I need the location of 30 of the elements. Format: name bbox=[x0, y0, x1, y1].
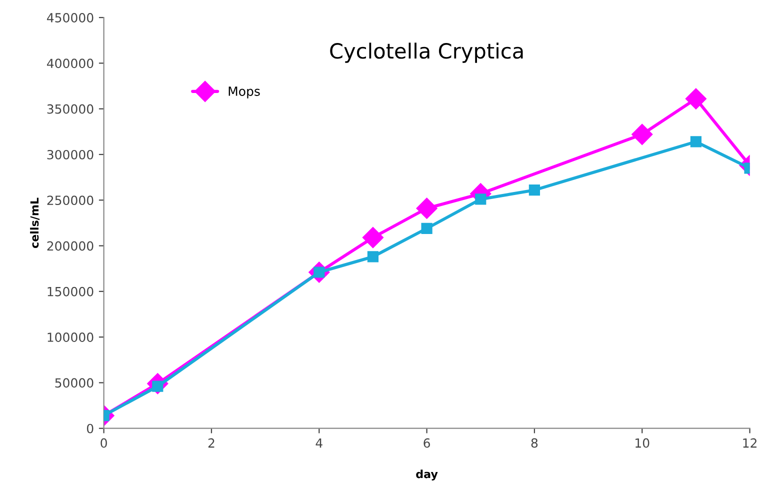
y-tick-label: 450000 bbox=[46, 13, 94, 22]
x-tick-label: 0 bbox=[100, 438, 107, 448]
legend-label: Mops bbox=[228, 86, 260, 98]
x-tick-label: 6 bbox=[424, 438, 430, 448]
x-tick-label: 8 bbox=[531, 438, 538, 448]
point bbox=[632, 124, 653, 145]
y-tick-label: 100000 bbox=[48, 332, 94, 342]
point bbox=[421, 222, 432, 234]
y-tick-label: 350000 bbox=[47, 104, 94, 114]
point bbox=[367, 251, 379, 262]
x-tick-label: 10 bbox=[636, 438, 650, 448]
y-tick-label: 250000 bbox=[47, 196, 94, 206]
y-tick-label: 50000 bbox=[55, 378, 94, 388]
y-tick-label: 150000 bbox=[48, 286, 94, 296]
point bbox=[685, 88, 706, 110]
point bbox=[528, 184, 540, 196]
point bbox=[475, 194, 486, 205]
point bbox=[362, 227, 384, 248]
x-tick-label: 12 bbox=[743, 438, 756, 448]
point bbox=[416, 198, 438, 219]
y-tick-label: 0 bbox=[86, 424, 94, 434]
y-tick-label: 400000 bbox=[46, 58, 94, 68]
x-tick-label: 2 bbox=[208, 438, 214, 448]
text: Cyclotella Cryptica bbox=[330, 42, 523, 63]
y-tick-label: 300000 bbox=[47, 150, 94, 160]
y-tick-label: 200000 bbox=[47, 241, 94, 251]
y-axis-title: cells/mL bbox=[30, 198, 40, 248]
point bbox=[690, 136, 702, 148]
x-tick-label: 4 bbox=[316, 438, 322, 448]
x-axis-title: day bbox=[416, 470, 438, 480]
